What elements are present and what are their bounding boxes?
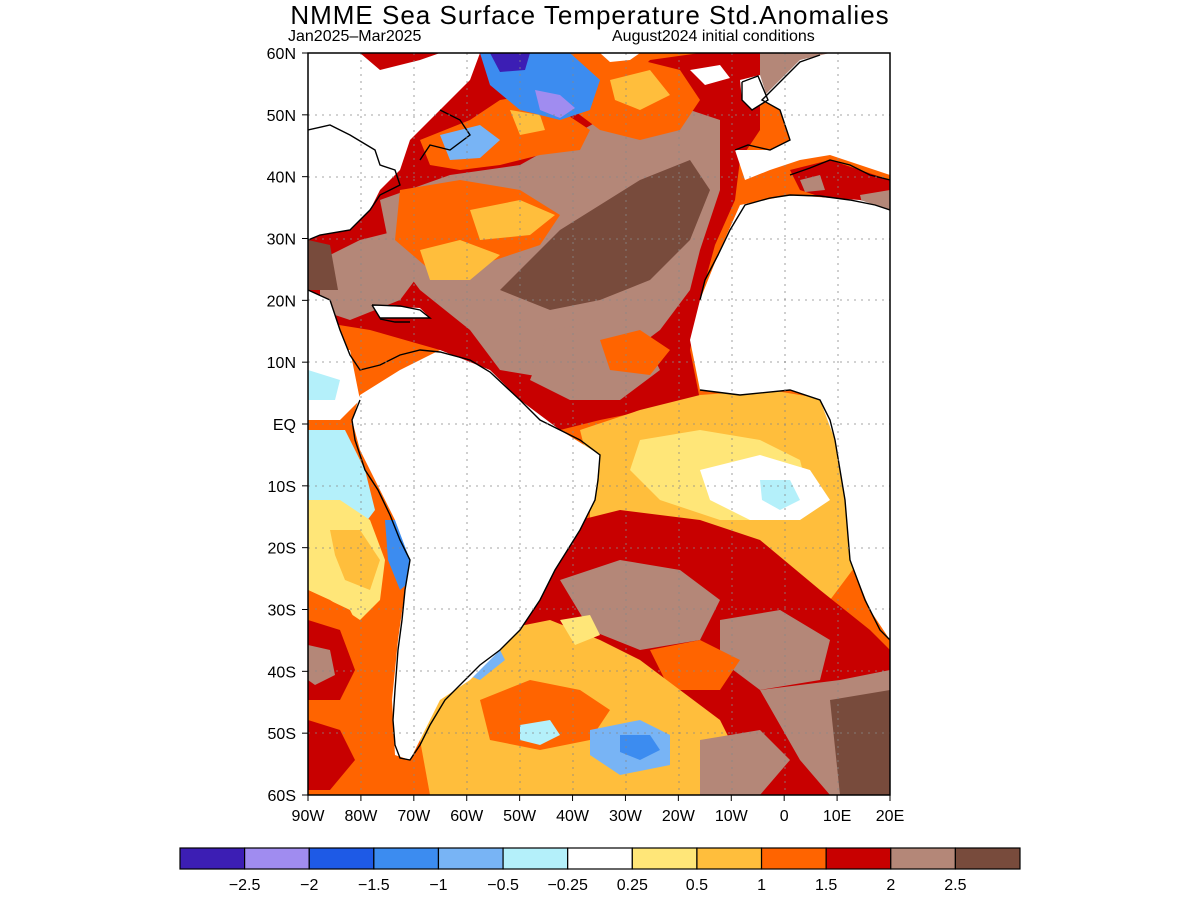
lat-tick-label: 50N [267,108,296,125]
lon-tick-label: 60W [450,808,484,825]
colorbar-label: 0.5 [686,877,708,894]
lat-tick-label: 40S [268,664,296,681]
colorbar-label: 1.5 [815,877,837,894]
lat-tick-label: 10N [267,355,296,372]
forecast-period: Jan2025–Mar2025 [288,28,422,45]
lon-tick-label: 0 [780,808,789,825]
gridlines [308,53,890,795]
lon-tick-label: 30W [609,808,643,825]
colorbar-label: 2 [886,877,895,894]
north-atlantic-anomalies [308,53,760,430]
colorbar-swatch [760,847,827,870]
colorbar-swatch [567,847,633,870]
colorbar-label: −2.5 [229,877,261,894]
colorbar-label: −1.5 [358,877,390,894]
colorbar-swatch [308,847,375,870]
colorbar-label: 0.25 [617,877,648,894]
southern-ocean-anomalies [420,615,790,795]
lon-tick-label: 10W [715,808,749,825]
lat-tick-label: 40N [267,170,296,187]
colorbar: −2.5 −2 −1.5 −1 −0.5 −0.25 0.25 0.5 1 1.5 2 2.5 [179,847,1021,894]
colorbar-swatch [179,847,246,870]
colorbar-swatch [502,847,569,870]
colorbar-label: 1 [757,877,766,894]
lat-tick-label: 20S [268,541,296,558]
lat-tick-label: 50S [268,726,296,743]
eastern-pacific-anomalies [308,350,412,795]
colorbar-swatch [954,847,1021,870]
map-title: NMME Sea Surface Temperature Std.Anomali… [290,0,890,30]
colorbar-swatch [437,847,504,870]
colorbar-label: −0.5 [487,877,519,894]
colorbar-swatch [631,847,698,870]
colorbar-label: −0.25 [547,877,588,894]
lon-tick-label: 20E [876,808,904,825]
initial-conditions: August2024 initial conditions [612,28,815,45]
longitude-axis: 90W 80W 70W 60W 50W 40W 30W 20W 10W 0 10E 20E [292,795,904,825]
colorbar-label: −1 [429,877,447,894]
lat-tick-label: 30N [267,232,296,249]
lat-tick-label: 60N [267,46,296,63]
lat-tick-label: 60S [268,788,296,805]
colorbar-swatch [696,847,763,870]
lat-tick-label: EQ [273,417,296,434]
colorbar-swatch [373,847,440,870]
colorbar-label: −2 [300,877,318,894]
lon-tick-label: 10E [823,808,851,825]
lon-tick-label: 90W [292,808,326,825]
lat-tick-label: 10S [268,479,296,496]
colorbar-swatch [244,847,310,870]
lat-tick-label: 20N [267,293,296,310]
lon-tick-label: 70W [397,808,431,825]
lat-tick-label: 30S [268,603,296,620]
colorbar-label: 2.5 [944,877,966,894]
south-atlantic-anomalies [520,510,890,795]
colorbar-swatch [890,847,956,870]
lon-tick-label: 40W [556,808,590,825]
lon-tick-label: 50W [503,808,537,825]
coastlines [308,54,890,761]
lon-tick-label: 80W [344,808,378,825]
colorbar-swatch [825,847,892,870]
lon-tick-label: 20W [662,808,696,825]
anomaly-field [308,53,890,795]
latitude-axis: 60N 50N 40N 30N 20N 10N EQ 10S 20S 30S 40S 50S 60S [267,46,308,805]
